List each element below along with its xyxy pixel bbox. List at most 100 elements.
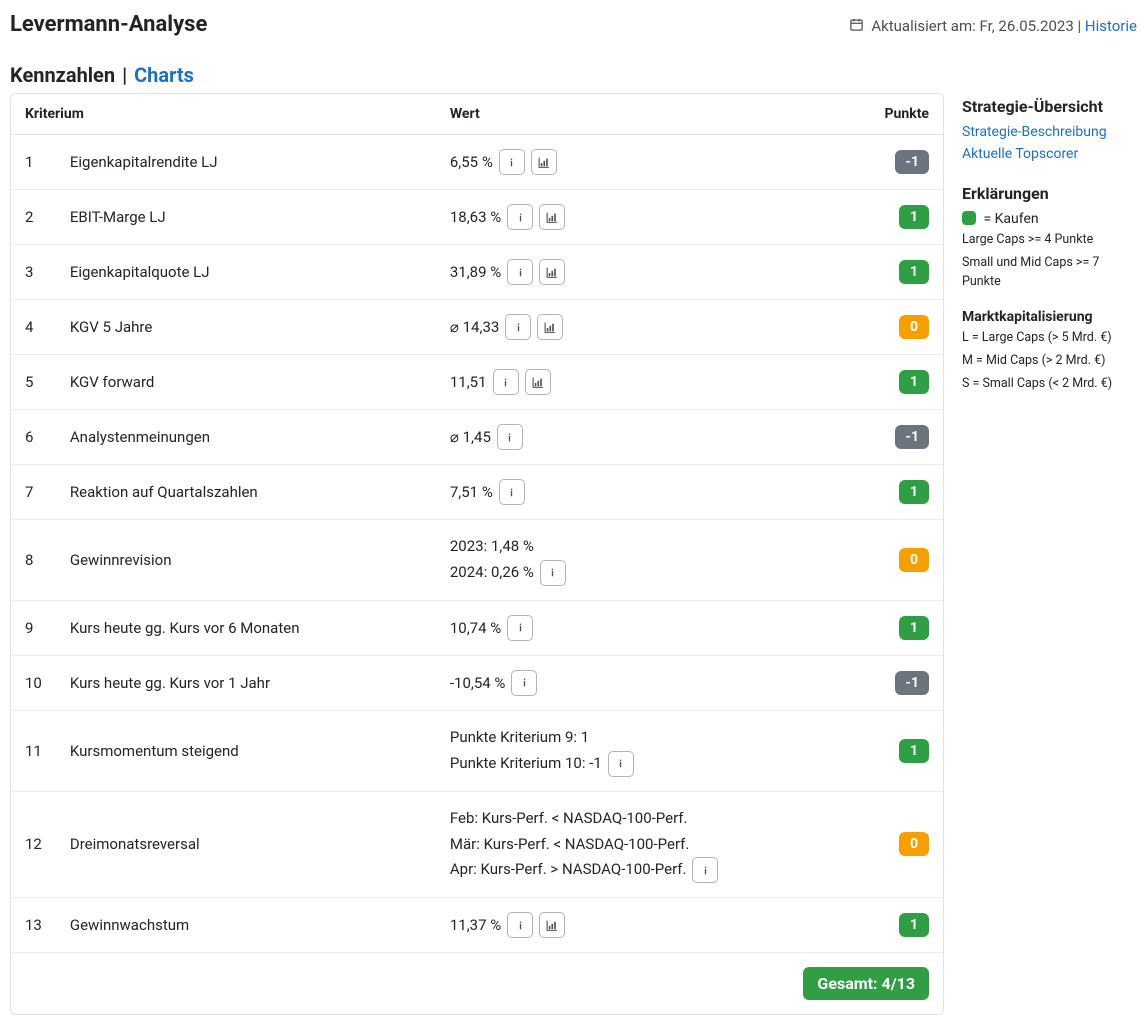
row-index: 10 [11,655,56,710]
points-badge: -1 [895,150,929,174]
cap-s: S = Small Caps (< 2 Mrd. €) [962,375,1137,394]
value-text: 2023: 1,48 % [450,534,534,560]
chart-icon[interactable] [525,369,551,395]
row-value: 31,89 % [436,245,871,300]
row-name: Analystenmeinungen [56,410,436,465]
points-badge: -1 [895,425,929,449]
table-row: 10Kurs heute gg. Kurs vor 1 Jahr -10,54 %… [11,655,943,710]
value-text: 2024: 0,26 % [450,560,534,586]
row-index: 1 [11,135,56,190]
info-icon[interactable] [511,670,537,696]
info-icon[interactable] [499,149,525,175]
points-badge: 0 [899,832,929,856]
info-icon[interactable] [497,424,523,450]
row-value: 7,51 % [436,465,871,520]
info-icon[interactable] [692,857,718,883]
row-index: 12 [11,791,56,898]
info-icon[interactable] [608,751,634,777]
sidebar-overview-heading: Strategie-Übersicht [962,97,1137,116]
table-row: 1Eigenkapitalrendite LJ6,55 %-1 [11,135,943,190]
value-text: Feb: Kurs-Perf. < NASDAQ-100-Perf. [450,806,688,832]
row-index: 7 [11,465,56,520]
table-row: 6Analystenmeinungen ⌀ 1,45 -1 [11,410,943,465]
points-badge: 1 [899,616,929,640]
updated-label: Aktualisiert am: [871,17,975,35]
value-text: 10,74 % [450,619,501,637]
table-row: 7Reaktion auf Quartalszahlen7,51 %1 [11,465,943,520]
page-title: Levermann-Analyse [10,12,207,37]
row-index: 4 [11,300,56,355]
row-value: ⌀ 1,45 [436,410,871,465]
row-index: 11 [11,710,56,791]
cap-heading: Marktkapitalisierung [962,309,1137,325]
criteria-panel: Kriterium Wert Punkte 1Eigenkapitalrendi… [10,93,944,1015]
rule-smid: Small und Mid Caps >= 7 Punkte [962,254,1137,292]
row-name: Kurs heute gg. Kurs vor 6 Monaten [56,600,436,655]
value-text: ⌀ 1,45 [450,428,491,446]
tab-charts[interactable]: Charts [134,63,194,87]
chart-icon[interactable] [539,204,565,230]
historie-link[interactable]: Historie [1085,17,1137,35]
row-name: Gewinnwachstum [56,898,436,953]
table-row: 8Gewinnrevision2023: 1,48 %2024: 0,26 %0 [11,520,943,601]
table-row: 11Kursmomentum steigendPunkte Kriterium … [11,710,943,791]
row-value: 2023: 1,48 %2024: 0,26 % [436,520,871,601]
row-value: 11,37 % [436,898,871,953]
link-strategy-description[interactable]: Strategie-Beschreibung [962,124,1137,140]
cap-l: L = Large Caps (> 5 Mrd. €) [962,329,1137,348]
updated-date: Fr, 26.05.2023 [979,17,1073,35]
info-icon[interactable] [507,615,533,641]
row-index: 9 [11,600,56,655]
chart-icon[interactable] [539,259,565,285]
points-badge: 1 [899,739,929,763]
table-row: 12DreimonatsreversalFeb: Kurs-Perf. < NA… [11,791,943,898]
row-index: 8 [11,520,56,601]
value-text: Punkte Kriterium 9: 1 [450,725,589,751]
info-icon[interactable] [493,369,519,395]
row-value: ⌀ 14,33 [436,300,871,355]
points-badge: 1 [899,260,929,284]
value-text: 18,63 % [450,208,501,226]
chart-icon[interactable] [531,149,557,175]
chart-icon[interactable] [539,912,565,938]
rule-large: Large Caps >= 4 Punkte [962,231,1137,250]
info-icon[interactable] [499,479,525,505]
tab-kennzahlen[interactable]: Kennzahlen [10,63,115,87]
value-text: Punkte Kriterium 10: -1 [450,751,602,777]
table-row: 9Kurs heute gg. Kurs vor 6 Monaten 10,74 … [11,600,943,655]
row-index: 3 [11,245,56,300]
row-index: 13 [11,898,56,953]
value-text: -10,54 % [450,674,506,692]
row-name: KGV forward [56,355,436,410]
calendar-icon [849,17,864,36]
row-name: Dreimonatsreversal [56,791,436,898]
row-name: EBIT-Marge LJ [56,190,436,245]
green-swatch [962,211,976,225]
row-index: 6 [11,410,56,465]
info-icon[interactable] [507,912,533,938]
legend-buy: = Kaufen [962,211,1137,227]
info-icon[interactable] [507,204,533,230]
info-icon[interactable] [505,314,531,340]
sidebar-explain-heading: Erklärungen [962,184,1137,203]
update-line: Aktualisiert am: Fr, 26.05.2023 | Histor… [849,17,1137,36]
table-row: 2EBIT-Marge LJ18,63 %1 [11,190,943,245]
row-value: 10,74 % [436,600,871,655]
row-value: Feb: Kurs-Perf. < NASDAQ-100-Perf.Mär: K… [436,791,871,898]
info-icon[interactable] [540,560,566,586]
row-name: Eigenkapitalrendite LJ [56,135,436,190]
chart-icon[interactable] [537,314,563,340]
col-kriterium: Kriterium [11,94,436,135]
value-text: Apr: Kurs-Perf. > NASDAQ-100-Perf. [450,857,687,883]
points-badge: 0 [899,315,929,339]
row-value: 18,63 % [436,190,871,245]
table-row: 5KGV forward11,511 [11,355,943,410]
sidebar: Strategie-Übersicht Strategie-Beschreibu… [962,93,1137,394]
row-value: 11,51 [436,355,871,410]
value-text: 31,89 % [450,263,501,281]
points-badge: -1 [895,671,929,695]
row-name: Kurs heute gg. Kurs vor 1 Jahr [56,655,436,710]
value-text: ⌀ 14,33 [450,318,499,336]
info-icon[interactable] [507,259,533,285]
link-topscorer[interactable]: Aktuelle Topscorer [962,146,1137,162]
